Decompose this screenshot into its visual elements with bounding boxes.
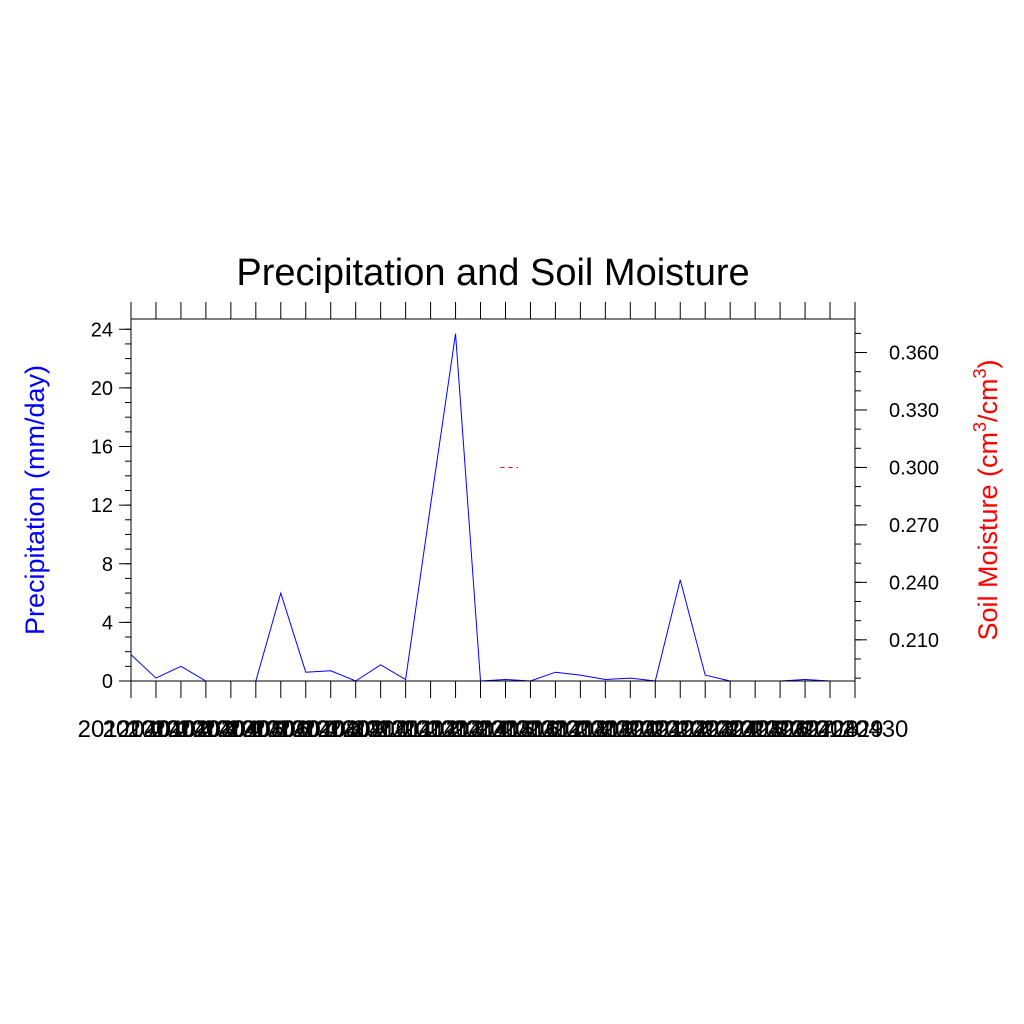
x-tick-labels: 2012040120120402201204032012040420120405… bbox=[78, 716, 909, 743]
x-tick-label: 20120410 bbox=[302, 716, 409, 743]
x-tick-label: 20120402 bbox=[103, 716, 210, 743]
axis-ticks bbox=[119, 302, 867, 698]
left-tick-labels: 0 4 8 12 16 20 24 bbox=[91, 319, 113, 693]
data-series bbox=[130, 333, 855, 682]
precipitation-line bbox=[130, 333, 855, 682]
x-tick-label: 20120416 bbox=[452, 716, 559, 743]
chart-title: Precipitation and Soil Moisture bbox=[236, 252, 749, 294]
x-tick-label: 20120418 bbox=[502, 716, 609, 743]
right-tick-label: 0.240 bbox=[889, 572, 939, 594]
left-tick-label: 24 bbox=[91, 319, 113, 341]
right-tick-label: 0.330 bbox=[889, 400, 939, 422]
right-axis-label-main: Soil Moisture (cm bbox=[973, 432, 1003, 641]
x-tick-label: 20120407 bbox=[227, 716, 334, 743]
right-tick-label: 0.360 bbox=[889, 343, 939, 365]
right-tick-labels: 0.210 0.240 0.270 0.300 0.330 0.360 bbox=[889, 343, 939, 652]
left-tick-label: 20 bbox=[91, 378, 113, 400]
right-axis-label-sup2: 3 bbox=[970, 368, 990, 378]
x-tick-label: 20120406 bbox=[202, 716, 309, 743]
x-tick-label: 20120415 bbox=[427, 716, 534, 743]
plot-frame bbox=[130, 318, 856, 682]
x-tick-label: 20120429 bbox=[777, 716, 884, 743]
x-tick-label: 20120405 bbox=[177, 716, 284, 743]
x-tick-label: 20120412 bbox=[352, 716, 459, 743]
left-tick-label: 16 bbox=[91, 437, 113, 459]
right-tick-label: 0.210 bbox=[889, 630, 939, 652]
right-axis-label: Soil Moisture (cm3/cm3) bbox=[970, 359, 1003, 640]
x-tick-label: 20120425 bbox=[677, 716, 784, 743]
x-tick-label: 20120422 bbox=[602, 716, 709, 743]
x-tick-label: 20120423 bbox=[627, 716, 734, 743]
x-tick-label: 20120426 bbox=[702, 716, 809, 743]
x-tick-label: 20120420 bbox=[552, 716, 659, 743]
x-tick-label: 20120414 bbox=[402, 716, 509, 743]
x-tick-label: 20120408 bbox=[252, 716, 359, 743]
right-tick-label: 0.300 bbox=[889, 457, 939, 479]
right-axis-label-sup1: 3 bbox=[970, 422, 990, 432]
x-tick-label: 20120413 bbox=[377, 716, 484, 743]
x-tick-label: 20120411 bbox=[328, 716, 433, 743]
right-axis-label-end: ) bbox=[973, 359, 1003, 368]
left-axis-label: Precipitation (mm/day) bbox=[20, 365, 50, 635]
left-tick-label: 12 bbox=[91, 495, 113, 517]
left-tick-label: 8 bbox=[102, 554, 113, 576]
x-tick-label: 20120404 bbox=[153, 716, 260, 743]
x-tick-label: 20120409 bbox=[277, 716, 384, 743]
x-tick-label: 20120430 bbox=[802, 716, 909, 743]
x-tick-label: 20120417 bbox=[477, 716, 584, 743]
x-tick-label: 20120419 bbox=[527, 716, 634, 743]
x-tick-label: 20120401 bbox=[78, 716, 185, 743]
right-axis-label-mid: /cm bbox=[973, 378, 1003, 422]
x-tick-label: 20120428 bbox=[752, 716, 859, 743]
x-tick-label: 20120421 bbox=[577, 716, 684, 743]
x-tick-label: 20120403 bbox=[128, 716, 235, 743]
x-tick-label: 20120424 bbox=[652, 716, 759, 743]
left-tick-label: 4 bbox=[102, 612, 113, 634]
x-tick-label: 20120427 bbox=[727, 716, 834, 743]
right-tick-label: 0.270 bbox=[889, 515, 939, 537]
left-tick-label: 0 bbox=[102, 671, 113, 693]
